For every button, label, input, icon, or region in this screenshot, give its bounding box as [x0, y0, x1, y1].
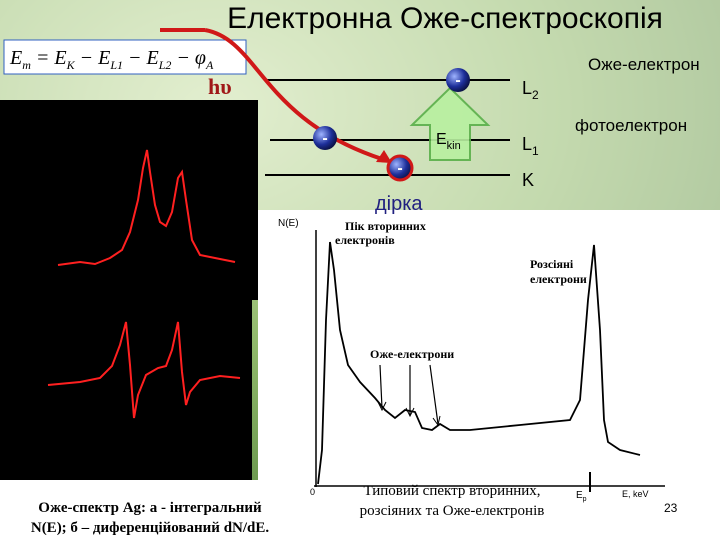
auger-pointers — [379, 364, 439, 425]
left-caption: Оже-спектр Ag: а - інтегральний N(E); б –… — [31, 500, 270, 536]
formula-box — [3, 39, 247, 75]
label-line: Пік вторинних — [345, 219, 426, 233]
pointer-heads — [377, 401, 441, 427]
photon-arrow — [204, 28, 386, 162]
formula-subscript: A — [205, 58, 214, 72]
level-label: K — [522, 170, 534, 190]
label-line: електронів — [335, 233, 395, 247]
y-axis-label: N(E) — [278, 218, 299, 229]
level-sub: 2 — [532, 88, 539, 102]
integral-spectrum — [57, 149, 236, 266]
photoelectron-label: фотоелектрон — [575, 116, 687, 135]
photon-label: hυ — [208, 74, 232, 99]
arrow-head — [376, 150, 392, 163]
electron: - — [446, 68, 470, 92]
level-label: L1 — [522, 134, 539, 158]
kinetic-energy: Ekin — [436, 131, 461, 152]
ep-label: Ep — [576, 490, 587, 503]
ek-sub: kin — [447, 140, 461, 152]
formula-subscript: L2 — [158, 58, 172, 72]
title: Електронна Оже-спектроскопія — [227, 2, 663, 35]
electron-sign: - — [455, 72, 460, 89]
electron: - — [386, 154, 414, 182]
page-number: 23 — [664, 501, 678, 515]
ek-main: E — [436, 131, 447, 148]
level-name: L — [522, 134, 532, 154]
secondary-peak-label: Пік вторинних електронів — [335, 219, 426, 247]
formula: Em = EK − EL1 − EL2 − φA — [9, 47, 214, 72]
origin-label: 0 — [310, 487, 315, 497]
graph-panel — [258, 210, 720, 540]
formula-subscript: L1 — [109, 58, 123, 72]
spectrum-caption: Типовий спектр вторинних, розсіяних та Ож… — [360, 483, 545, 519]
formula-term: E — [9, 47, 22, 69]
formula-term: = E — [31, 47, 67, 69]
caption-panel — [0, 480, 320, 540]
x-axis-label: E, keV — [622, 489, 649, 499]
formula-term: − E — [75, 47, 111, 69]
scattered-label: Розсіяні електрони — [530, 257, 587, 286]
ep-sub: p — [583, 496, 587, 503]
level-name: L — [522, 78, 532, 98]
level-label: L2 — [522, 78, 539, 102]
formula-term: − E — [123, 47, 159, 69]
formula-term: − φ — [171, 47, 206, 69]
caption-line: Оже-спектр Ag: а - інтегральний — [38, 500, 262, 516]
ep-main: E — [576, 490, 583, 501]
label-line: електрони — [530, 272, 587, 286]
electron-sign: - — [397, 160, 402, 177]
formula-subscript: K — [66, 58, 76, 72]
transition-arrow — [409, 86, 491, 161]
electron: - — [313, 126, 337, 150]
hole-label: дірка — [375, 193, 423, 215]
caption-line: N(E); б – диференційований dN/dE. — [31, 520, 270, 536]
electron-sign: - — [322, 130, 327, 147]
level-sub: 1 — [532, 144, 539, 158]
derivative-spectrum — [47, 321, 241, 419]
auger-electron-label: Оже-електрон — [588, 55, 700, 74]
integral-panel — [0, 100, 258, 300]
auger-label: Оже-електрони — [370, 347, 454, 361]
spectrum-curve — [317, 241, 641, 485]
caption-line: розсіяних та Оже-електронів — [360, 503, 545, 519]
caption-line: Типовий спектр вторинних, — [363, 483, 540, 499]
label-line: Розсіяні — [530, 257, 574, 271]
formula-subscript: m — [22, 58, 31, 72]
